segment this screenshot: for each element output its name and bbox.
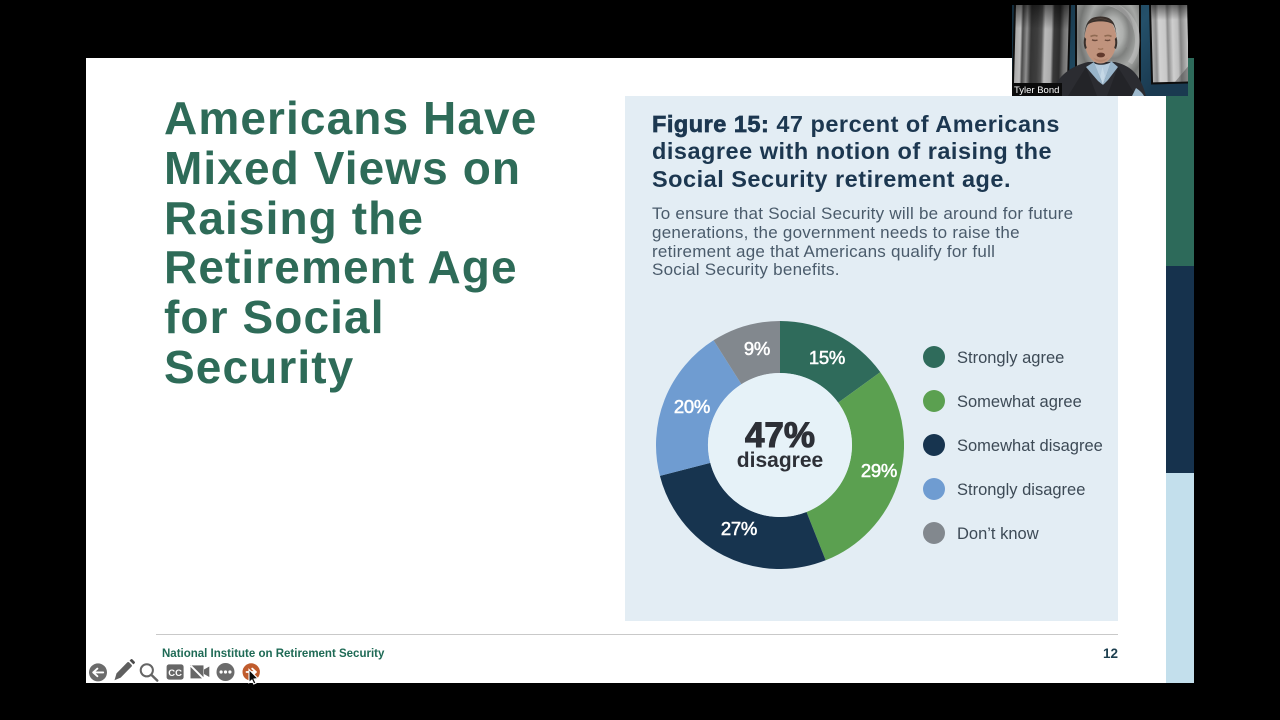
svg-text:CC: CC	[168, 668, 182, 679]
svg-text:Tyler Bond: Tyler Bond	[1014, 85, 1059, 96]
